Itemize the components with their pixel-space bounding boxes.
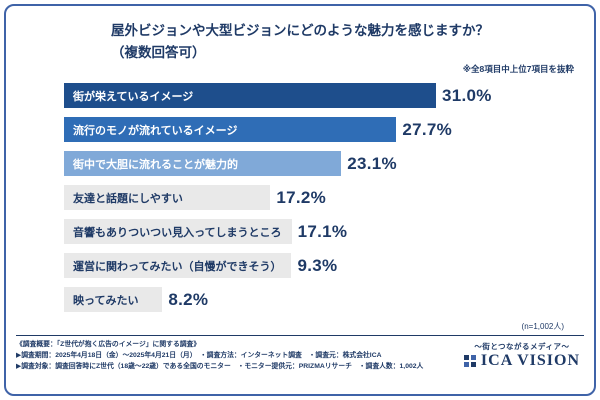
logo-tagline: 〜街とつながるメディア〜 xyxy=(474,342,570,352)
bar-value: 9.3% xyxy=(297,255,338,275)
bar-value: 17.1% xyxy=(297,221,348,241)
bar-label: 友達と話題にしやすい xyxy=(73,192,183,205)
bar-chart: 街が栄えているイメージ 31.0% 流行のモノが流れているイメージ 27.7% 街中で大… xyxy=(64,83,582,313)
bar-row: 音響もありついつい見入ってしまうところ 17.1% xyxy=(64,219,582,245)
bar-value: 17.2% xyxy=(276,187,327,207)
ica-vision-logo-icon xyxy=(463,354,477,368)
survey-details-line3: ▶調査対象：調査回答時にZ世代（18歳〜22歳）である全国のモニター ・モニター… xyxy=(16,362,424,370)
bar-label: 街が栄えているイメージ xyxy=(73,90,194,103)
ica-vision-logo: 〜街とつながるメディア〜 ICA VISION xyxy=(463,341,580,370)
bar-value: 27.7% xyxy=(402,119,453,139)
bar-label: 運営に関わってみたい（自慢ができそう） xyxy=(73,260,282,273)
bar-label: 街中で大胆に流れることが魅力的 xyxy=(73,158,238,171)
bar: 友達と話題にしやすい xyxy=(64,185,271,211)
bar-value: 8.2% xyxy=(168,289,209,309)
bar-row: 街中で大胆に流れることが魅力的 23.1% xyxy=(64,151,582,177)
bar-row: 友達と話題にしやすい 17.2% xyxy=(64,185,582,211)
bar-row: 運営に関わってみたい（自慢ができそう） 9.3% xyxy=(64,253,582,279)
footer: 《調査概要：「Z世代が抱く広告のイメージ」に関する調査》 ▶調査期間：2025年… xyxy=(16,335,584,373)
bar-label: 流行のモノが流れているイメージ xyxy=(73,124,238,137)
bar-value: 23.1% xyxy=(347,153,397,173)
chart-title-line2: （複数回答可） xyxy=(111,44,206,60)
logo-name: ICA VISION xyxy=(463,352,580,370)
bar-value: 31.0% xyxy=(442,85,492,105)
bar-row: 映ってみたい 8.2% xyxy=(64,287,582,313)
survey-chart-card: 屋外ビジョンや大型ビジョンにどのような魅力を感じますか？ （複数回答可） ※全8… xyxy=(4,4,596,396)
bar: 音響もありついつい見入ってしまうところ xyxy=(64,219,292,245)
bar: 流行のモノが流れているイメージ xyxy=(64,117,397,143)
chart-note: ※全8項目中上位7項目を抜粋 xyxy=(462,64,574,75)
logo-name-text: ICA VISION xyxy=(480,352,580,370)
bar: 街中で大胆に流れることが魅力的 xyxy=(64,151,342,177)
survey-details-line2: ▶調査期間：2025年4月18日（金）〜2025年4月21日（月） ・調査方法：… xyxy=(16,352,382,360)
bar-label: 映ってみたい xyxy=(73,294,139,307)
chart-title-line1: 屋外ビジョンや大型ビジョンにどのような魅力を感じますか？ xyxy=(111,23,489,38)
survey-details-line1: 《調査概要：「Z世代が抱く広告のイメージ」に関する調査》 xyxy=(16,341,201,349)
chart-title: 屋外ビジョンや大型ビジョンにどのような魅力を感じますか？ （複数回答可） xyxy=(111,20,489,63)
bar: 街が栄えているイメージ xyxy=(64,83,436,109)
bar-label: 音響もありついつい見入ってしまうところ xyxy=(73,226,282,239)
survey-details: 《調査概要：「Z世代が抱く広告のイメージ」に関する調査》 ▶調査期間：2025年… xyxy=(16,340,423,373)
bar: 映ってみたい xyxy=(64,287,163,313)
bar-row: 街が栄えているイメージ 31.0% xyxy=(64,83,582,109)
bar-row: 流行のモノが流れているイメージ 27.7% xyxy=(64,117,582,143)
sample-size: (n=1,002人) xyxy=(521,322,564,332)
bar: 運営に関わってみたい（自慢ができそう） xyxy=(64,253,292,279)
